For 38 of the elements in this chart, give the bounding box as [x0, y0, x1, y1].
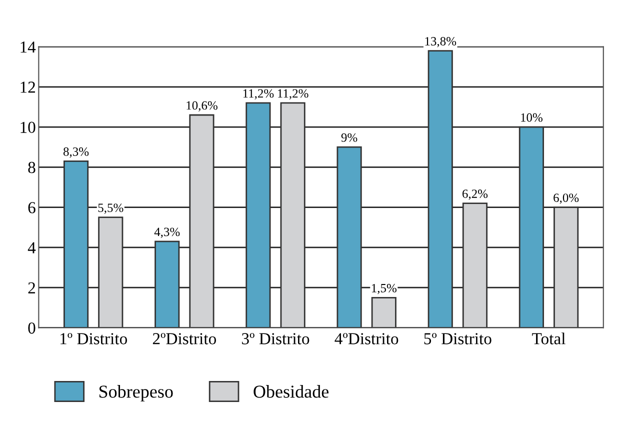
x-tick-label: 5º Distrito: [424, 333, 492, 344]
data-label: 1,5%: [372, 284, 396, 294]
x-tick-label: 2ºDistrito: [152, 333, 216, 344]
bar: [428, 50, 453, 328]
legend-label: Sobrepeso: [99, 385, 173, 402]
data-label: 13,8%: [425, 37, 456, 48]
bar: [98, 216, 124, 328]
y-tick-label: 14: [20, 42, 36, 53]
data-label: 4,3%: [154, 228, 180, 238]
x-tick-label: 4ºDistrito: [334, 333, 398, 344]
bar: [280, 102, 306, 328]
data-label: 8,3%: [63, 147, 89, 158]
bar: [189, 114, 214, 328]
y-tick-label: 8: [28, 162, 36, 174]
data-label: 6,2%: [462, 190, 488, 200]
bar: [554, 206, 579, 328]
data-label: 10%: [521, 113, 542, 122]
legend-label: Obesidade: [254, 385, 329, 398]
bar: [154, 240, 180, 328]
bar: [371, 296, 396, 328]
y-tick-label: 4: [28, 242, 36, 254]
data-label: 11,2%: [278, 89, 308, 100]
bar: [462, 202, 488, 328]
data-label: 6,0%: [554, 194, 579, 204]
x-tick-label: Total: [532, 332, 566, 344]
data-label: 11,2%: [243, 89, 274, 100]
bar: [246, 102, 271, 328]
x-tick-label: 3º Distrito: [242, 333, 310, 344]
y-tick-label: 10: [20, 122, 36, 133]
y-tick-label: 0: [28, 322, 36, 334]
data-label: 10,6%: [186, 101, 218, 112]
x-tick-label: 1º Distrito: [60, 333, 127, 344]
data-label: 5,5%: [98, 204, 124, 214]
data-label: 9%: [341, 133, 358, 142]
y-tick-label: 12: [20, 82, 35, 93]
bar: [63, 160, 89, 328]
y-tick-label: 2: [28, 282, 35, 294]
y-tick-label: 6: [28, 202, 36, 214]
